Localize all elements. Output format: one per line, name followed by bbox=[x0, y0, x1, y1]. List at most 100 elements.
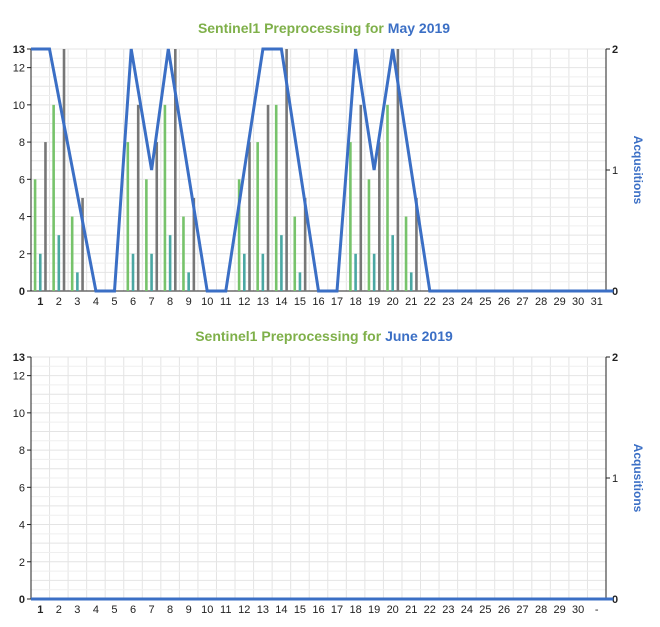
x-tick-label: 29 bbox=[554, 296, 566, 308]
bar bbox=[70, 216, 74, 291]
x-tick-label: 8 bbox=[167, 296, 173, 308]
x-tick-label: 3 bbox=[74, 604, 80, 616]
x-tick-label: 29 bbox=[554, 604, 566, 616]
x-tick-label: 18 bbox=[349, 604, 361, 616]
x-tick-label: 19 bbox=[368, 604, 380, 616]
bar bbox=[256, 142, 259, 291]
y-tick-label: 13 bbox=[13, 44, 25, 56]
bar bbox=[145, 179, 148, 291]
bar bbox=[285, 49, 288, 291]
x-tick-label: 26 bbox=[498, 604, 510, 616]
bar bbox=[415, 197, 418, 291]
bar bbox=[367, 179, 371, 291]
bar bbox=[359, 104, 363, 291]
x-tick-label: 22 bbox=[424, 296, 436, 308]
bar bbox=[386, 104, 389, 291]
x-tick-label: 7 bbox=[149, 604, 155, 616]
bar bbox=[354, 253, 357, 291]
x-tick-label: 18 bbox=[349, 296, 361, 308]
x-tick-label: 31 bbox=[591, 296, 603, 308]
bar bbox=[349, 142, 352, 291]
x-tick-label: 17 bbox=[331, 604, 343, 616]
x-tick-label: - bbox=[595, 604, 599, 616]
bar bbox=[174, 49, 177, 291]
y-tick-label: 0 bbox=[19, 594, 25, 606]
x-tick-label: 14 bbox=[275, 604, 287, 616]
x-tick-label: 23 bbox=[442, 296, 454, 308]
x-tick-label: 5 bbox=[111, 604, 117, 616]
bar bbox=[168, 235, 172, 291]
chart-title-month: June 2019 bbox=[385, 328, 453, 344]
x-tick-label: 1 bbox=[37, 604, 43, 616]
bar bbox=[396, 49, 400, 291]
y-tick-label: 4 bbox=[19, 520, 25, 532]
x-tick-label: 27 bbox=[516, 296, 528, 308]
bar bbox=[81, 197, 84, 291]
bar bbox=[62, 49, 66, 291]
bar bbox=[372, 253, 376, 291]
bar bbox=[126, 142, 130, 291]
bar bbox=[280, 235, 283, 291]
bar bbox=[136, 104, 140, 291]
x-tick-label: 24 bbox=[461, 296, 473, 308]
x-tick-label: 7 bbox=[149, 296, 155, 308]
june-chart: Sentinel1 Preprocessing for June 2019 0 2… bbox=[0, 308, 660, 627]
x-tick-label: 9 bbox=[186, 604, 192, 616]
chart-title-prefix: Sentinel1 Preprocessing for bbox=[197, 20, 384, 36]
acquisitions-line bbox=[31, 47, 614, 293]
bar bbox=[163, 104, 167, 291]
x-tick-label: 13 bbox=[257, 296, 269, 308]
y-tick-label: 10 bbox=[13, 100, 25, 112]
x-tick-label: 2 bbox=[56, 296, 62, 308]
x-tick-label: 25 bbox=[479, 296, 491, 308]
y-tick-label: 8 bbox=[19, 445, 25, 457]
x-tick-label: 22 bbox=[424, 604, 436, 616]
y2-axis-label: Acqusitions bbox=[631, 444, 645, 513]
x-tick-label: 10 bbox=[201, 604, 213, 616]
bar bbox=[303, 197, 307, 291]
y2-axis-label: Acqusitions bbox=[631, 136, 645, 205]
y-tick-label: 10 bbox=[13, 408, 25, 420]
y-tick-label: 2 bbox=[19, 249, 25, 261]
x-tick-label: 15 bbox=[294, 604, 306, 616]
x-tick-label: 15 bbox=[294, 296, 306, 308]
x-tick-label: 16 bbox=[312, 604, 324, 616]
x-tick-label: 24 bbox=[461, 604, 473, 616]
bar bbox=[391, 235, 394, 291]
x-tick-label: 3 bbox=[74, 296, 80, 308]
bar bbox=[150, 253, 153, 291]
x-tick-label: 20 bbox=[387, 296, 399, 308]
x-tick-label: 8 bbox=[167, 604, 173, 616]
x-tick-label: 1 bbox=[37, 296, 43, 308]
bar bbox=[261, 253, 265, 291]
x-tick-label: 27 bbox=[516, 604, 528, 616]
x-tick-label: 25 bbox=[479, 604, 491, 616]
x-tick-label: 4 bbox=[93, 604, 99, 616]
x-tick-label: 12 bbox=[238, 604, 250, 616]
bar bbox=[378, 142, 381, 291]
x-tick-label: 4 bbox=[93, 296, 99, 308]
y2-tick-label: 1 bbox=[612, 473, 618, 485]
bar bbox=[57, 235, 61, 291]
x-tick-label: 28 bbox=[535, 296, 547, 308]
bar bbox=[248, 142, 251, 291]
chart-title-month: May 2019 bbox=[387, 20, 451, 36]
y-tick-label: 4 bbox=[19, 212, 25, 224]
y-tick-label: 6 bbox=[19, 174, 25, 186]
x-tick-label: 6 bbox=[130, 604, 136, 616]
bar bbox=[44, 142, 47, 291]
bar bbox=[131, 253, 135, 291]
bar bbox=[182, 216, 185, 291]
chart-title-prefix: Sentinel1 Preprocessing for bbox=[195, 328, 382, 344]
x-tick-label: 20 bbox=[387, 604, 399, 616]
bar bbox=[409, 272, 413, 291]
x-tick-label: 30 bbox=[572, 296, 584, 308]
x-tick-label: 28 bbox=[535, 604, 547, 616]
x-tick-label: 2 bbox=[56, 604, 62, 616]
y-tick-label: 12 bbox=[13, 371, 25, 383]
bar bbox=[237, 179, 241, 291]
bar bbox=[187, 272, 190, 291]
y2-tick-label: 2 bbox=[612, 352, 618, 364]
